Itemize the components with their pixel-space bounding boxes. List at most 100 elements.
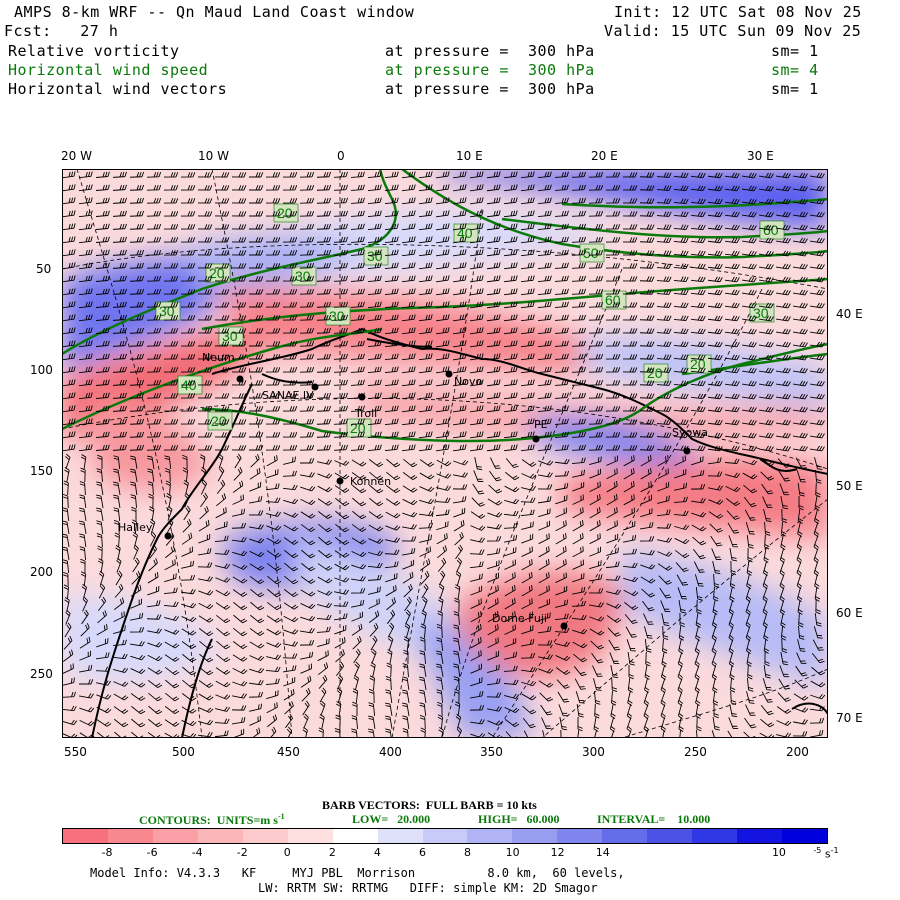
wind-barb [591, 652, 604, 664]
wind-barb [402, 676, 410, 691]
wind-barb [146, 614, 162, 620]
wind-barb [747, 677, 754, 692]
wind-barb [742, 459, 758, 466]
wind-barb [571, 600, 587, 607]
wind-barb [435, 197, 450, 205]
wind-barb [318, 549, 333, 559]
wind-barb [453, 507, 466, 518]
wind-barb [503, 392, 518, 400]
wind-barb [571, 184, 586, 191]
wind-barb [626, 639, 636, 652]
wind-barb [623, 534, 637, 543]
wind-barb [711, 730, 716, 738]
wind-barb [62, 340, 76, 348]
wind-barb [80, 454, 87, 469]
wind-barb [574, 678, 586, 690]
wind-barb [197, 302, 213, 308]
wind-barb [572, 507, 584, 519]
wind-barb [401, 210, 416, 218]
wind-barb [129, 236, 145, 243]
wind-barb [354, 661, 360, 677]
wind-barb [420, 636, 426, 652]
wind-barb [249, 628, 265, 636]
wind-barb [810, 419, 825, 426]
wind-barb [452, 288, 467, 296]
wind-barb [690, 302, 706, 309]
wind-barb [265, 666, 281, 672]
wind-barb [385, 728, 392, 738]
wind-barb [623, 468, 635, 480]
wind-barb [760, 718, 775, 728]
wind-barb [333, 184, 348, 191]
wind-barb [453, 519, 465, 532]
svg-text:Kohnen: Kohnen [350, 475, 391, 488]
wind-barb [452, 236, 467, 244]
wind-barb [265, 263, 281, 269]
wind-barb [299, 210, 315, 217]
wind-barb [214, 185, 230, 191]
wind-barb [486, 262, 501, 270]
wind-barb [439, 583, 445, 599]
wind-barb [163, 224, 179, 230]
wind-barb [316, 392, 332, 399]
wind-barb [456, 726, 462, 738]
wind-barb [334, 728, 341, 738]
wind-barb [370, 662, 376, 677]
wind-barb [793, 302, 808, 309]
wind-barb [250, 614, 265, 624]
wind-barb [639, 536, 655, 542]
wind-barb [197, 419, 213, 425]
svg-text:20: 20 [690, 356, 706, 372]
wind-barb [164, 559, 176, 571]
lon-label-50e: 50 E [836, 479, 863, 493]
wind-barb [214, 419, 230, 425]
wind-barb [537, 262, 552, 269]
wind-barb [776, 289, 791, 296]
wind-barb [249, 715, 261, 726]
wind-barb [520, 327, 535, 335]
wind-barb [707, 432, 723, 439]
wind-barb [269, 726, 277, 738]
wind-barb [487, 720, 503, 726]
wind-barb [759, 419, 774, 426]
wind-barb [521, 546, 533, 557]
colorbar-unit-s: s [824, 847, 831, 861]
wind-barb [678, 717, 684, 732]
wind-barb [384, 431, 399, 439]
svg-text:20: 20 [277, 205, 293, 221]
wind-barb [199, 653, 214, 663]
wind-barb [520, 666, 536, 673]
wind-barb [112, 327, 127, 334]
wind-barb [605, 276, 621, 282]
svg-text:Halley: Halley [118, 521, 153, 534]
wind-barb [403, 458, 418, 468]
wind-barb [79, 650, 92, 661]
wind-barb [725, 485, 741, 493]
wind-barb [690, 237, 706, 244]
wind-barb [112, 481, 121, 495]
wind-barb [265, 497, 281, 503]
wind-barb [283, 498, 299, 505]
wind-barb [520, 444, 535, 452]
wind-barb [129, 418, 145, 425]
wind-barb [606, 468, 618, 480]
wind-barb [282, 276, 298, 282]
wind-barb [437, 701, 443, 717]
wind-barb [760, 471, 775, 481]
wind-barb [198, 576, 213, 582]
wind-barb [384, 715, 393, 729]
wind-barb [503, 184, 518, 192]
wind-barb [283, 537, 299, 545]
wind-barb [741, 289, 757, 296]
wind-barb [146, 366, 162, 373]
wind-barb [164, 719, 180, 727]
wind-barb [387, 635, 394, 651]
wind-barb [129, 223, 145, 230]
wind-barb [231, 185, 247, 191]
wind-barb [418, 676, 427, 690]
wind-barb [728, 626, 734, 642]
wind-barb [367, 249, 382, 256]
wind-barb [350, 223, 365, 230]
wind-barb [538, 585, 550, 597]
wind-barb [350, 588, 366, 594]
